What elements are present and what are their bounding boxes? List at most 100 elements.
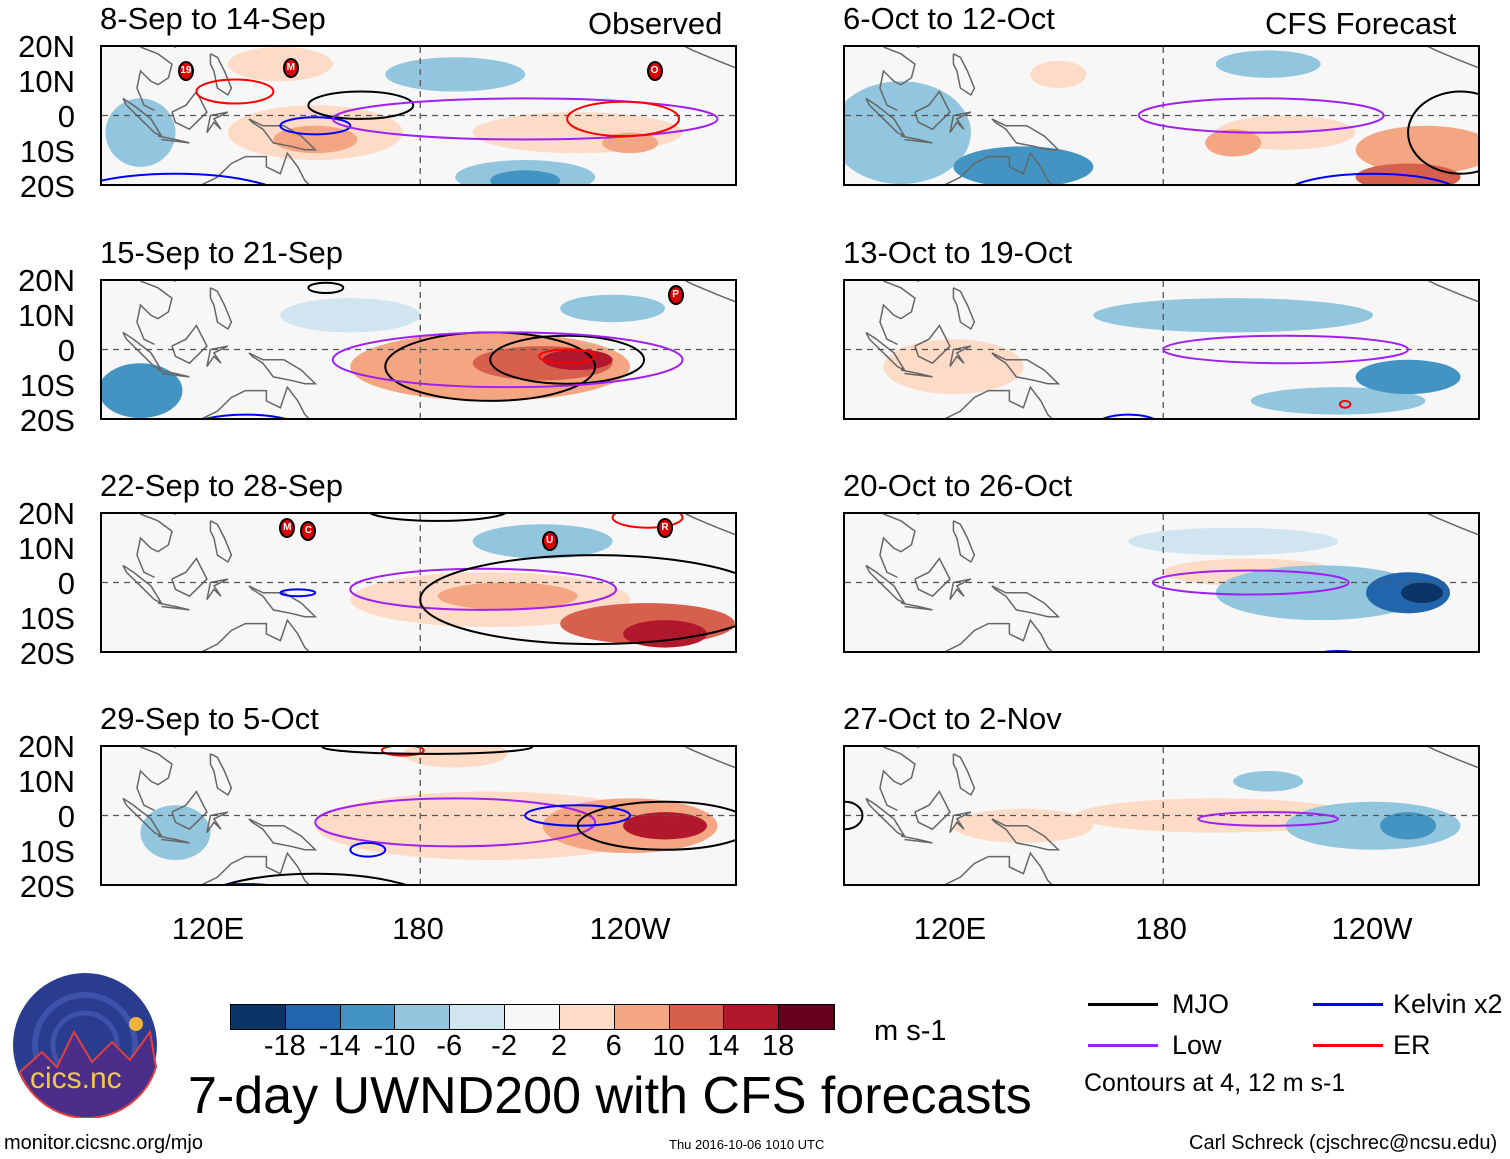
wind-anomaly-region xyxy=(1355,359,1461,395)
coastline xyxy=(207,346,228,367)
tropical-cyclone-icon: O xyxy=(646,60,663,81)
kelvin-contour xyxy=(1286,174,1461,184)
kelvin-contour xyxy=(350,843,385,857)
coastline xyxy=(992,119,1058,150)
legend-er-line xyxy=(1313,1044,1383,1047)
kelvin-contour xyxy=(1093,415,1163,418)
lat-label: 20S xyxy=(19,636,75,671)
coastline xyxy=(1415,47,1478,68)
lat-label: 0 xyxy=(57,799,75,834)
legend-kelvin-line xyxy=(1313,1003,1383,1006)
wind-anomaly-region xyxy=(140,805,211,861)
mjo-contour xyxy=(308,283,343,293)
kelvin-contour xyxy=(175,415,315,418)
tropical-cyclone-icon: R xyxy=(657,517,674,538)
map-panel: 19 M O xyxy=(100,45,737,186)
coastline xyxy=(207,112,228,133)
wind-anomaly-region xyxy=(623,620,708,648)
mjo-contour xyxy=(420,555,735,644)
lat-label: 10S xyxy=(19,134,75,169)
coastline xyxy=(137,281,172,344)
panel-title: 20-Oct to 26-Oct xyxy=(843,468,1073,503)
panel-title: 13-Oct to 19-Oct xyxy=(843,235,1073,270)
coastline xyxy=(866,565,904,603)
colorbar-tick-label: 18 xyxy=(762,1030,795,1062)
lat-label: 10N xyxy=(18,298,75,333)
er-contour xyxy=(613,514,683,528)
er-contour xyxy=(382,747,424,756)
lat-label: 20N xyxy=(18,496,75,531)
coastline xyxy=(915,792,950,830)
lat-label: 10N xyxy=(18,64,75,99)
mjo-contour xyxy=(322,747,532,754)
lat-label: 20N xyxy=(18,263,75,298)
colorbar-swatch xyxy=(779,1005,834,1029)
colorbar-swatch xyxy=(614,1005,670,1029)
coastline xyxy=(901,136,932,143)
tropical-cyclone-icon: U xyxy=(541,531,558,552)
coastline xyxy=(992,819,1058,850)
coastline xyxy=(189,387,311,418)
coastline xyxy=(950,579,971,600)
mjo-contour xyxy=(490,336,644,384)
colorbar-swatch xyxy=(231,1005,286,1029)
coastline xyxy=(249,119,315,150)
wind-anomaly-region xyxy=(490,170,561,184)
coastline xyxy=(123,98,161,136)
coastline xyxy=(249,819,315,850)
coastline xyxy=(880,514,915,577)
lat-label: 10N xyxy=(18,531,75,566)
lat-label: 10S xyxy=(19,368,75,403)
colorbar-tick-label: -18 xyxy=(263,1030,306,1062)
low-contour xyxy=(1139,98,1384,132)
coastline xyxy=(880,281,915,344)
coastline xyxy=(137,47,172,110)
tropical-cyclone-icon: C xyxy=(300,521,317,542)
figure-title: 7-day UWND200 with CFS forecasts xyxy=(188,1067,1032,1125)
coastline xyxy=(210,288,231,329)
er-contour xyxy=(539,350,595,364)
low-contour xyxy=(315,798,595,846)
coastline xyxy=(901,370,932,377)
coastline xyxy=(672,47,735,68)
legend-low-line xyxy=(1088,1044,1158,1047)
mjo-contour xyxy=(368,514,508,521)
wind-anomaly-region xyxy=(1355,125,1478,174)
units-label: m s-1 xyxy=(874,1015,947,1047)
forecast-label: CFS Forecast xyxy=(1265,6,1457,41)
legend-er: ER xyxy=(1393,1030,1431,1060)
panel-title: 22-Sep to 28-Sep xyxy=(100,468,344,503)
coastline xyxy=(172,792,207,830)
coastline xyxy=(950,346,971,367)
wind-anomaly-region xyxy=(227,47,333,82)
tropical-cyclone-icon: P xyxy=(667,284,684,305)
coastline xyxy=(172,92,207,130)
coastline xyxy=(866,798,904,836)
wind-anomaly-region xyxy=(1030,60,1087,89)
colorbar-tick-label: -14 xyxy=(318,1030,361,1062)
mjo-contour xyxy=(1408,92,1478,174)
coastline xyxy=(953,754,974,795)
coastline xyxy=(992,586,1058,617)
er-contour xyxy=(1340,401,1350,408)
lon-label: 180 xyxy=(392,911,444,946)
wind-anomaly-region xyxy=(1215,565,1426,621)
map-panel xyxy=(843,512,1480,653)
lat-label: 20S xyxy=(19,169,75,204)
coastline xyxy=(932,853,1054,884)
coastline xyxy=(672,281,735,302)
timestamp: Thu 2016-10-06 1010 UTC xyxy=(669,1137,825,1152)
coastline xyxy=(866,332,904,370)
panel-title: 27-Oct to 2-Nov xyxy=(843,701,1062,736)
coastline xyxy=(158,836,189,843)
coastline xyxy=(137,747,172,810)
lon-label: 120E xyxy=(171,911,245,946)
colorbar-swatch xyxy=(559,1005,615,1029)
source-url[interactable]: monitor.cicsnc.org/mjo xyxy=(4,1132,203,1154)
coastline xyxy=(915,92,950,130)
coastline xyxy=(158,370,189,377)
coastline xyxy=(189,620,311,651)
mjo-contour xyxy=(193,874,438,884)
